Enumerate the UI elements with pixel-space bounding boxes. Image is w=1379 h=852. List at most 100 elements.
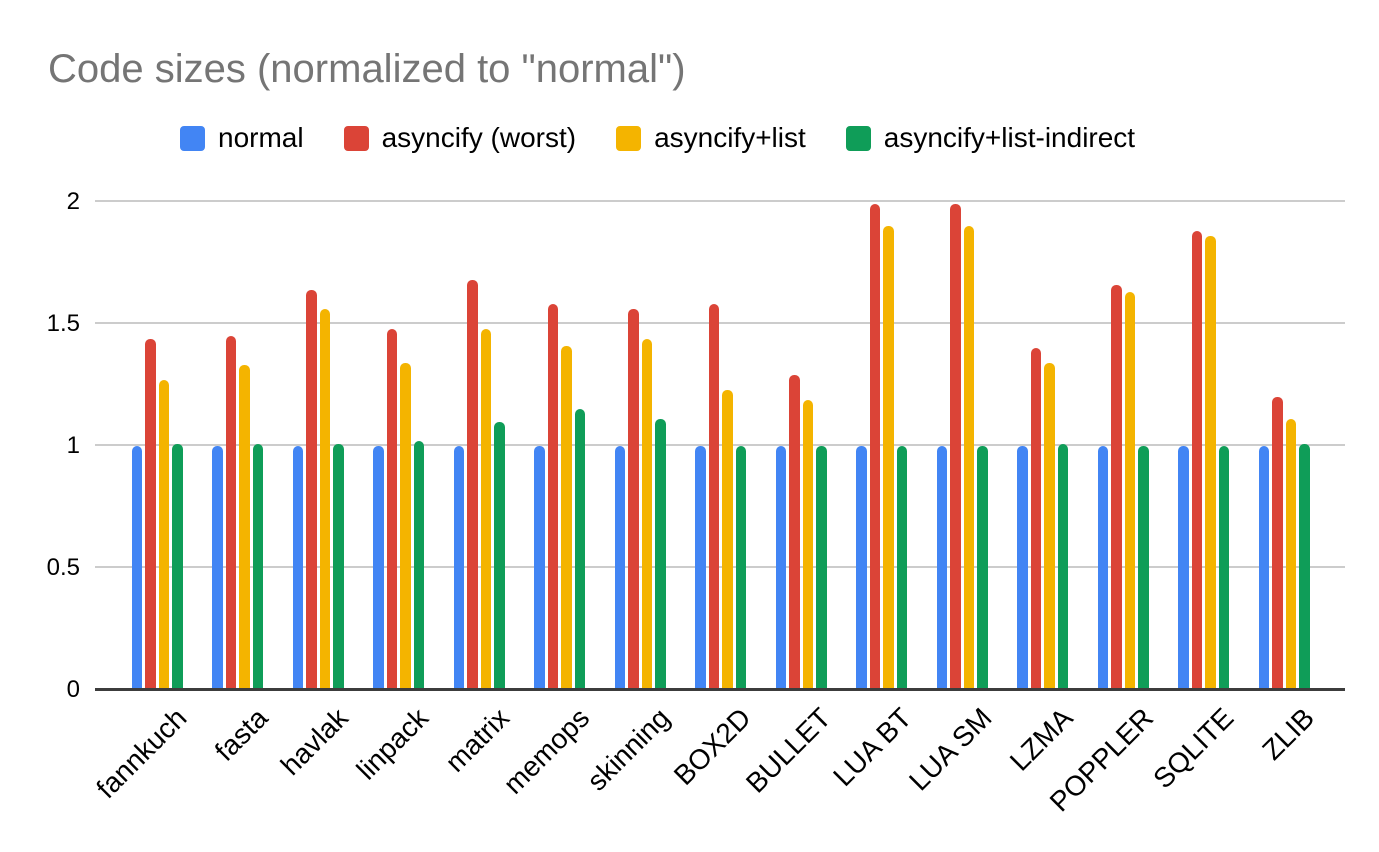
legend-item: normal xyxy=(180,122,304,154)
bar xyxy=(1218,446,1229,690)
x-axis-tick-label: memops xyxy=(497,702,596,800)
bar xyxy=(239,365,250,690)
bar xyxy=(172,444,183,690)
legend-label: asyncify (worst) xyxy=(381,122,577,153)
y-axis-tick-label: 0 xyxy=(66,676,80,703)
bar xyxy=(158,380,169,690)
bar xyxy=(1017,446,1028,690)
bar xyxy=(775,446,786,690)
bar-group-fannkuch xyxy=(131,339,183,690)
bar xyxy=(252,444,263,690)
bar xyxy=(1138,446,1149,690)
y-axis-tick-label: 2 xyxy=(66,188,80,215)
legend-swatch-icon xyxy=(180,125,205,151)
bar-group-lzma xyxy=(1017,348,1069,690)
bar xyxy=(413,441,424,690)
legend: normal asyncify (worst) asyncify+list async… xyxy=(180,122,1135,154)
bar xyxy=(453,446,464,690)
bar xyxy=(1097,446,1108,690)
bar xyxy=(628,309,639,690)
bar xyxy=(467,280,478,690)
x-axis-tick-label: havlak xyxy=(274,702,354,782)
bar xyxy=(1299,444,1310,690)
bar xyxy=(883,226,894,690)
gridline xyxy=(95,444,1345,446)
bar xyxy=(1044,363,1055,690)
x-axis-tick-label: LZMA xyxy=(1003,702,1079,777)
bar xyxy=(869,204,880,690)
bar-group-lua-sm xyxy=(936,204,988,690)
x-axis-tick-label: LUA BT xyxy=(827,702,918,793)
legend-swatch-icon xyxy=(343,125,369,151)
bar xyxy=(400,363,411,690)
bar xyxy=(1272,397,1283,690)
x-axis-tick-label: BULLET xyxy=(740,702,837,799)
bar-group-sqlite xyxy=(1178,231,1230,690)
plot-area xyxy=(95,190,1345,691)
bar xyxy=(333,444,344,690)
bar xyxy=(977,446,988,690)
bar xyxy=(816,446,827,690)
bar xyxy=(735,446,746,690)
bar xyxy=(1285,419,1296,690)
x-axis-tick-label: ZLIB xyxy=(1256,702,1320,766)
legend-label: asyncify+list xyxy=(654,122,806,153)
bar xyxy=(494,422,505,690)
bar xyxy=(1205,236,1216,690)
bar xyxy=(306,290,317,690)
y-axis-tick-label: 0.5 xyxy=(46,554,80,581)
y-axis-tick-label: 1.5 xyxy=(46,310,80,337)
x-axis-tick-label: fannkuch xyxy=(90,702,193,805)
bar xyxy=(695,446,706,690)
gridline xyxy=(95,322,1345,324)
bar xyxy=(896,446,907,690)
bar xyxy=(1258,446,1269,690)
y-axis-tick-label: 1 xyxy=(66,432,80,459)
legend-swatch-icon xyxy=(845,125,871,151)
x-axis-tick-label: linpack xyxy=(350,702,435,786)
chart-title: Code sizes (normalized to "normal") xyxy=(48,47,686,91)
bar xyxy=(1111,285,1122,690)
bar-group-havlak xyxy=(292,290,344,690)
bar xyxy=(614,446,625,690)
bar-group-lua-bt xyxy=(856,204,908,690)
x-axis-tick-label: SQLITE xyxy=(1147,702,1240,795)
bar xyxy=(373,446,384,690)
bar xyxy=(950,204,961,690)
bar xyxy=(1057,444,1068,690)
bar xyxy=(131,446,142,690)
bar-group-skinning xyxy=(614,309,666,690)
bar xyxy=(480,329,491,690)
bar xyxy=(212,446,223,690)
bar xyxy=(722,390,733,690)
legend-label: normal xyxy=(218,122,304,153)
bar xyxy=(292,446,303,690)
bar-group-poppler xyxy=(1097,285,1149,690)
bar xyxy=(641,339,652,690)
bar xyxy=(225,336,236,690)
bar xyxy=(802,400,813,690)
bar xyxy=(1124,292,1135,690)
bar xyxy=(145,339,156,690)
bar-group-fasta xyxy=(212,336,264,690)
bar xyxy=(319,309,330,690)
bar xyxy=(561,346,572,690)
bar-group-memops xyxy=(534,304,586,690)
bar xyxy=(655,419,666,690)
x-axis-tick-label: fasta xyxy=(208,702,274,767)
bar-group-box2d xyxy=(695,304,747,690)
legend-label: asyncify+list-indirect xyxy=(883,122,1136,153)
legend-swatch-icon xyxy=(616,125,642,151)
bar-group-linpack xyxy=(373,329,425,690)
legend-item: asyncify (worst) xyxy=(343,122,577,154)
gridline xyxy=(95,200,1345,202)
bar xyxy=(708,304,719,690)
x-axis-tick-label: matrix xyxy=(439,702,515,778)
bar xyxy=(1178,446,1189,690)
bar-group-matrix xyxy=(453,280,505,690)
bar xyxy=(1191,231,1202,690)
legend-item: asyncify+list xyxy=(616,122,806,154)
bar xyxy=(936,446,947,690)
bar-group-bullet xyxy=(775,375,827,690)
